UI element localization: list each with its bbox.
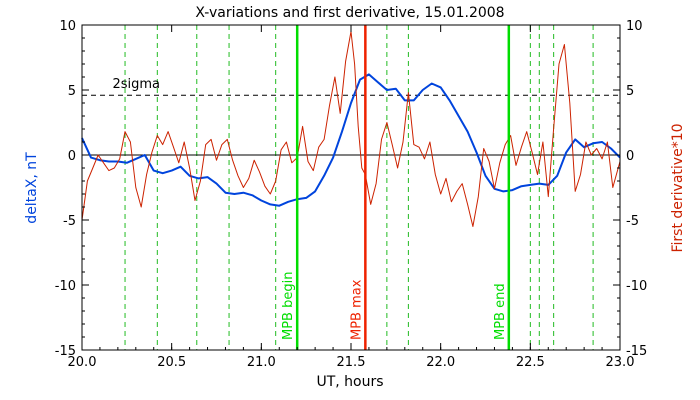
x-tick-label: 20.5 (157, 355, 186, 370)
marker-label: MPB begin (281, 272, 296, 340)
y-right-tick-label: 10 (626, 19, 643, 34)
reference-lines-layer: 2sigma (82, 77, 620, 156)
y-axis-right-label: First derivative*10 (670, 123, 686, 252)
y-right-tick-label: -10 (626, 279, 647, 294)
y-right-tick-label: -5 (626, 214, 639, 229)
marker-label: MPB max (349, 279, 364, 340)
x-tick-label: 21.5 (337, 355, 366, 370)
y-left-tick-label: 0 (68, 149, 76, 164)
y-axis-left-label: deltaX, nT (24, 152, 40, 224)
y-left-tick-label: 5 (68, 84, 76, 99)
y-left-tick-label: -5 (63, 214, 76, 229)
series-layer (81, 31, 621, 227)
x-tick-label: 21.0 (247, 355, 276, 370)
marker-label: MPB end (493, 283, 508, 340)
x-tick-label: 20.0 (68, 355, 97, 370)
vertical-lines-layer (124, 25, 594, 350)
deltax-series-line (81, 73, 621, 207)
y-left-tick-label: -10 (55, 279, 76, 294)
y-right-tick-label: 5 (626, 84, 634, 99)
marker-lines-layer: MPB begin MPB max MPB end (281, 25, 511, 350)
chart-title: X-variations and first derivative, 15.01… (195, 5, 504, 21)
axis-layer: 20.0 20.5 21.0 21.5 22.0 22.5 23.0-15 -15-10 -10… (55, 19, 647, 370)
y-left-tick-label: -15 (55, 344, 76, 359)
x-axis-label: UT, hours (316, 374, 383, 390)
y-left-tick-label: 10 (59, 19, 76, 34)
derivative-series-line (81, 31, 621, 227)
x-tick-label: 22.0 (426, 355, 455, 370)
y-right-tick-label: 0 (626, 149, 634, 164)
x-tick-label: 23.0 (606, 355, 635, 370)
x-tick-label: 22.5 (516, 355, 545, 370)
sigma-label: 2sigma (112, 77, 160, 92)
y-right-tick-label: -15 (626, 344, 647, 359)
